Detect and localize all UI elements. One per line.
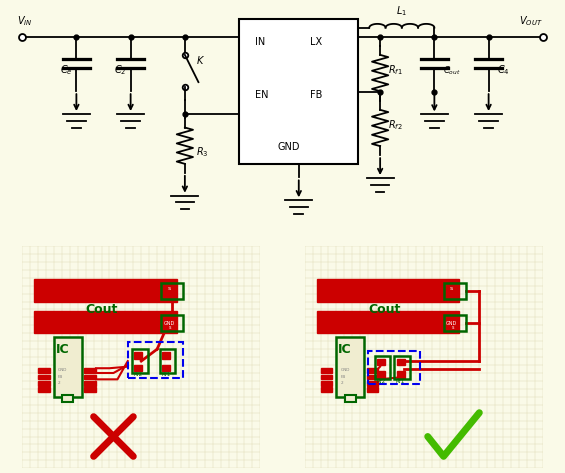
Bar <box>320 368 332 373</box>
Bar <box>397 359 405 365</box>
Text: FB: FB <box>340 375 346 379</box>
Text: FB: FB <box>58 375 63 379</box>
Text: 2: 2 <box>58 381 60 385</box>
Bar <box>132 349 147 373</box>
Bar <box>62 395 73 402</box>
Bar <box>84 381 96 385</box>
Bar <box>134 365 142 371</box>
Text: GND: GND <box>340 368 350 372</box>
Text: $K$: $K$ <box>195 54 205 66</box>
Bar <box>134 352 142 359</box>
Bar <box>377 371 385 378</box>
Text: $V_{IN}$: $V_{IN}$ <box>17 14 32 27</box>
Bar <box>367 381 379 385</box>
Bar <box>38 381 50 385</box>
Bar <box>84 368 96 373</box>
Text: GND: GND <box>163 321 175 326</box>
Bar <box>316 311 459 333</box>
Bar <box>162 352 170 359</box>
Text: IC: IC <box>338 343 351 356</box>
Bar <box>444 315 466 331</box>
Bar <box>377 359 385 365</box>
Bar <box>394 356 410 379</box>
Text: LX: LX <box>310 37 321 47</box>
Text: GND: GND <box>58 368 67 372</box>
Bar <box>159 349 175 373</box>
Text: $R_3$: $R_3$ <box>195 145 208 158</box>
Bar <box>444 283 466 299</box>
Text: FB: FB <box>310 90 322 100</box>
Bar <box>161 283 183 299</box>
Text: 2: 2 <box>340 381 343 385</box>
Text: s: s <box>169 325 172 330</box>
Bar <box>84 375 96 379</box>
Bar <box>161 315 183 331</box>
Bar <box>320 381 332 385</box>
Text: Rf1: Rf1 <box>161 372 171 377</box>
Bar <box>316 279 459 302</box>
Bar <box>34 279 177 302</box>
Text: $C_4$: $C_4$ <box>497 63 510 77</box>
Text: Rf2: Rf2 <box>133 372 142 377</box>
Bar <box>320 375 332 379</box>
Text: $C_2$: $C_2$ <box>114 63 127 77</box>
Bar <box>368 351 420 384</box>
Text: $V_{OUT}$: $V_{OUT}$ <box>519 14 543 27</box>
Text: $C_{out}$: $C_{out}$ <box>442 64 460 77</box>
Bar <box>367 368 379 373</box>
Bar <box>239 18 358 164</box>
Bar <box>397 371 405 378</box>
Text: $R_{f2}$: $R_{f2}$ <box>388 118 403 132</box>
Text: $L_1$: $L_1$ <box>397 4 407 18</box>
Bar <box>375 356 390 379</box>
Text: $C_e$: $C_e$ <box>60 63 73 77</box>
Text: IC: IC <box>55 343 69 356</box>
Bar <box>54 337 82 397</box>
Text: s: s <box>167 286 171 290</box>
Bar <box>128 342 183 378</box>
Bar <box>345 395 356 402</box>
Bar <box>367 387 379 392</box>
Text: Rf2: Rf2 <box>376 378 385 384</box>
Text: Cout: Cout <box>86 304 118 316</box>
Bar <box>84 387 96 392</box>
Text: EN: EN <box>255 90 269 100</box>
Text: $R_{f1}$: $R_{f1}$ <box>388 63 403 77</box>
Bar <box>336 337 364 397</box>
Bar <box>320 387 332 392</box>
Text: Cout: Cout <box>368 304 401 316</box>
Text: Rf1: Rf1 <box>396 378 405 384</box>
Bar <box>38 375 50 379</box>
Text: s: s <box>451 325 454 330</box>
Bar <box>367 375 379 379</box>
Bar <box>162 365 170 371</box>
Bar <box>34 311 177 333</box>
Text: s: s <box>450 286 453 290</box>
Text: GND: GND <box>277 142 299 152</box>
Text: IN: IN <box>255 37 266 47</box>
Bar <box>38 387 50 392</box>
Bar <box>38 368 50 373</box>
Text: GND: GND <box>446 321 457 326</box>
